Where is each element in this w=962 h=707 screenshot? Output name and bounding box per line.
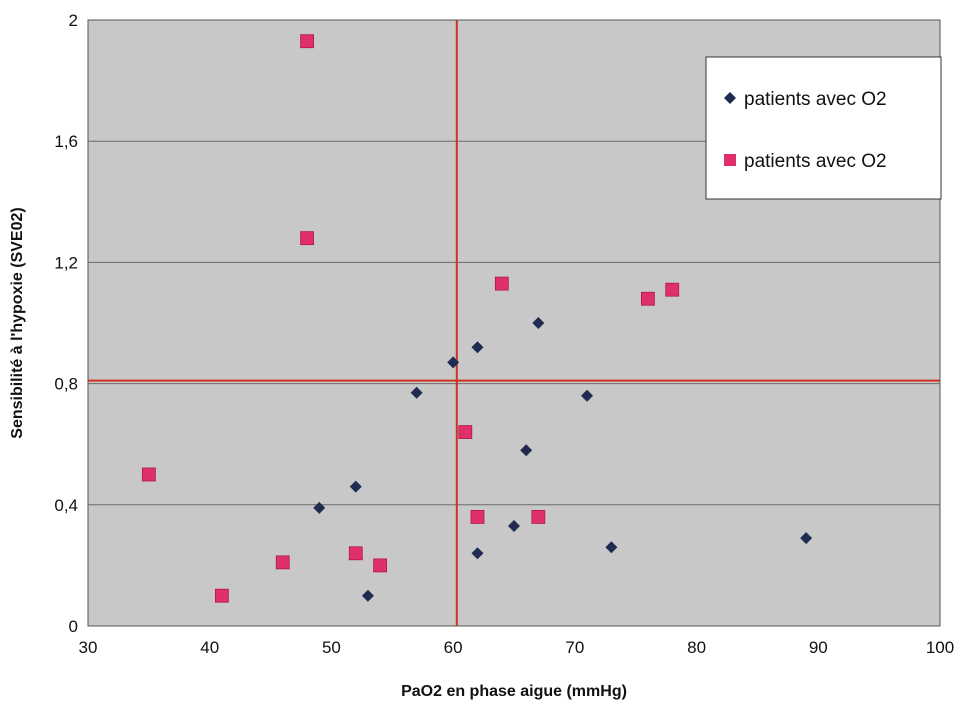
series-2-point-1	[141, 467, 156, 482]
series-2-point-7	[373, 558, 388, 573]
x-axis-title: PaO2 en phase aigue (mmHg)	[401, 683, 627, 700]
series-1-point-11	[581, 389, 594, 402]
series-1-point-4	[410, 386, 423, 399]
y-axis-title: Sensibilité à l'hypoxie (SVE02)	[9, 207, 26, 438]
tick-labels: 0 0,4 0,8 1,2 1,6 2 30 40 50 60 70 80 90 100	[54, 11, 954, 657]
series-2-point-9	[470, 510, 485, 524]
legend-label-series-1: patients avec O2	[744, 89, 887, 110]
legend: patients avec O2 patients avec O2	[705, 56, 942, 200]
series-2-point-6	[348, 546, 363, 561]
series-1-point-13	[800, 532, 813, 545]
series-2-point-5	[300, 231, 314, 246]
series-1-point-3	[361, 589, 374, 602]
reference-lines	[88, 20, 940, 626]
series-1-point-2	[349, 480, 362, 493]
series-2-point-12	[640, 291, 655, 306]
y-tick-label: 1,2	[54, 253, 78, 272]
series-1-point-9	[520, 444, 533, 457]
series-1-point-10	[532, 317, 545, 329]
gridlines	[88, 140, 940, 506]
x-tick-label: 80	[687, 638, 706, 657]
legend-diamond-marker	[724, 92, 736, 104]
x-tick-label: 30	[79, 638, 98, 657]
legend-square-marker	[724, 154, 736, 166]
x-tick-label: 100	[926, 638, 954, 657]
legend-box	[705, 56, 942, 200]
legend-label-series-2: patients avec O2	[744, 151, 887, 172]
series-2-point-13	[665, 282, 680, 297]
series-1-point-7	[471, 547, 484, 560]
series-2-point-8	[458, 425, 473, 439]
series-1-point-1	[313, 501, 326, 514]
series-2-point-4	[300, 34, 314, 49]
series-1-point-8	[508, 520, 520, 533]
y-tick-label: 0	[69, 617, 78, 636]
series-1-point-5	[447, 356, 460, 369]
y-tick-label: 0,8	[54, 375, 78, 394]
x-tick-label: 90	[809, 638, 828, 657]
y-tick-label: 2	[69, 11, 78, 30]
series-2-point-3	[275, 555, 290, 570]
series-2-point-2	[214, 588, 229, 603]
x-tick-label: 50	[322, 638, 341, 657]
y-tick-label: 1,6	[54, 132, 78, 151]
y-tick-label: 0,4	[54, 496, 78, 515]
x-tick-label: 70	[565, 638, 584, 657]
series-2-point-11	[531, 510, 546, 524]
series-2-point-10	[494, 276, 509, 291]
data-points	[141, 34, 813, 603]
series-1-point-6	[471, 341, 484, 354]
x-tick-label: 60	[444, 638, 463, 657]
x-tick-label: 40	[200, 638, 219, 657]
series-1-point-12	[605, 541, 618, 554]
